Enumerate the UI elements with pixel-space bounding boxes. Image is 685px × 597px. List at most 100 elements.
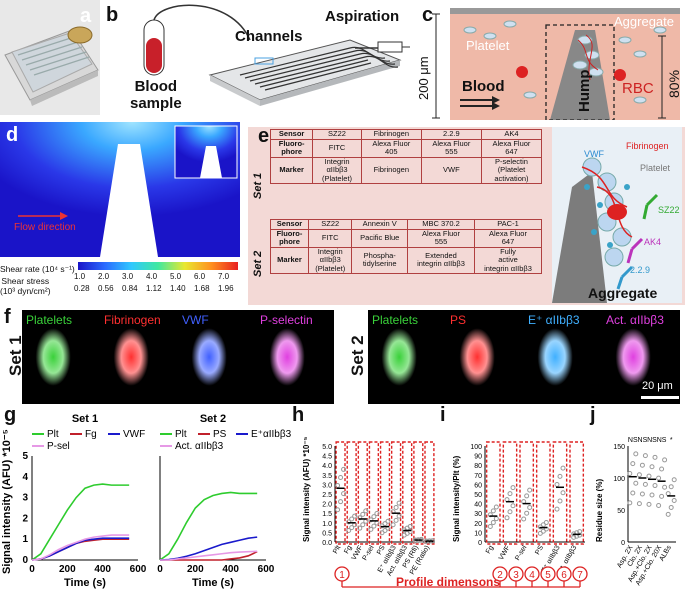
data-point [357, 515, 363, 521]
y-tick-label: 70 [474, 473, 482, 480]
data-point [349, 516, 355, 522]
data-point [524, 510, 530, 516]
y-axis-label: Residue size (%) [595, 479, 604, 542]
data-point [385, 518, 391, 524]
table-cell: Extended integrin αIIbβ3 [407, 246, 475, 274]
aggregate-schematic [552, 127, 682, 303]
micrograph: Fibrinogen [100, 310, 178, 404]
y-tick-label: 3 [22, 493, 28, 504]
data-point [527, 504, 533, 510]
panel-c: c Platelet Aggregate 200 μm Blood Hump R… [410, 0, 685, 120]
scale-bar-label: 20 μm [642, 380, 673, 392]
legend-label: Plt [47, 429, 59, 440]
data-point [507, 491, 513, 497]
data-point [493, 504, 499, 510]
tick-label: 7.0 [218, 272, 230, 281]
tick-label: 1.96 [218, 284, 234, 293]
data-point [493, 516, 499, 522]
aspiration-label: Aspiration [325, 8, 400, 25]
data-point [659, 493, 665, 499]
tick-label: 0.28 [74, 284, 90, 293]
panel-letter-b: b [106, 4, 119, 26]
c-platelet-label: Platelet [466, 38, 510, 53]
row-header: Fluoro- phore [269, 138, 314, 158]
table-cell: P-selectin (Platelet activation) [480, 156, 543, 184]
y-tick-label: 3.5 [322, 473, 332, 480]
data-point [560, 490, 566, 496]
profile-number: 6 [561, 570, 567, 581]
panel-letter-f: f [4, 306, 11, 328]
data-point [407, 529, 413, 535]
data-point [662, 484, 668, 490]
table-cell: Integrin αIIbβ3 (Platelet) [312, 156, 362, 184]
channel-label: Platelets [26, 313, 73, 327]
y-axis-label: Signal intensity (AFU) *10⁻⁵ [1, 429, 13, 574]
panel-letter-d: d [6, 124, 19, 146]
y-tick-label: 100 [613, 476, 625, 483]
data-point [646, 473, 652, 479]
y-tick-label: 4.0 [322, 463, 332, 470]
data-point [363, 518, 369, 524]
data-point [656, 475, 662, 481]
x-tick-label: 600 [258, 564, 275, 575]
data-point [543, 520, 549, 526]
table-cell: Alexa Fluor 405 [360, 138, 422, 158]
y-tick-label: 1.0 [322, 521, 332, 528]
profile-box [413, 441, 424, 545]
data-point [627, 470, 633, 476]
profile-box [402, 441, 413, 545]
panel-b: b Blood sample Channels Aspiration [100, 0, 410, 120]
x-tick-label: 200 [187, 564, 204, 575]
y-tick-label: 1.5 [322, 511, 332, 518]
y-tick-label: 50 [474, 492, 482, 499]
y-tick-label: 2.5 [322, 492, 332, 499]
profile-box [552, 441, 568, 545]
channel-label: P-selectin [260, 313, 313, 327]
profile-number: 3 [513, 570, 519, 581]
table-cell: Pacific Blue [351, 228, 409, 248]
row-header: Marker [269, 156, 314, 184]
table-cell: Phospha- tidylserine [351, 246, 409, 274]
panel-e: e Set 1 Set 2 Sensor SZ22 Fibrinogen 2.2.9 A… [248, 125, 685, 305]
data-point [571, 534, 577, 540]
profile-box [335, 441, 346, 545]
panel-f: f Set 1 Set 2 Platelets Fibrinogen VWF P-se… [0, 306, 685, 406]
data-point [341, 491, 347, 497]
y-tick-label: 150 [613, 444, 625, 451]
data-point [642, 481, 648, 487]
data-point [577, 532, 583, 538]
panel-letter-i: i [440, 404, 446, 426]
micrograph: P-selectin [256, 310, 334, 404]
series-line [31, 534, 130, 561]
series-line [160, 550, 258, 561]
set1-table: Sensor SZ22 Fibrinogen 2.2.9 AK4 Fluoro- phor… [269, 129, 543, 184]
legend-label: VWF [123, 429, 145, 440]
data-point [557, 498, 563, 504]
data-point [368, 526, 374, 532]
data-point [407, 523, 413, 529]
data-point [630, 490, 636, 496]
tick-label: 5.0 [170, 272, 182, 281]
row-header: Sensor [270, 219, 309, 230]
table-cell: MBC 370.2 [407, 219, 475, 230]
data-point [510, 503, 516, 509]
y-tick-label: 0.0 [322, 540, 332, 547]
channel-schematic [432, 8, 680, 120]
data-point [379, 523, 385, 529]
data-point [646, 501, 652, 507]
data-point [656, 503, 662, 509]
c-hump-label: Hump [576, 69, 593, 113]
tick-label: 0.84 [122, 284, 138, 293]
profile-box [390, 441, 402, 545]
sch-clone-label: 2.2.9 [630, 265, 651, 275]
data-point [393, 517, 399, 523]
c-aggregate-label: Aggregate [614, 14, 674, 29]
tick-label: 1.40 [170, 284, 186, 293]
data-point [668, 484, 674, 490]
data-point [633, 480, 639, 486]
tick-label: 4.0 [146, 272, 158, 281]
data-point [527, 487, 533, 493]
data-point [490, 508, 496, 514]
table-cell: Annexin V [351, 219, 409, 230]
y-tick-label: 20 [474, 521, 482, 528]
